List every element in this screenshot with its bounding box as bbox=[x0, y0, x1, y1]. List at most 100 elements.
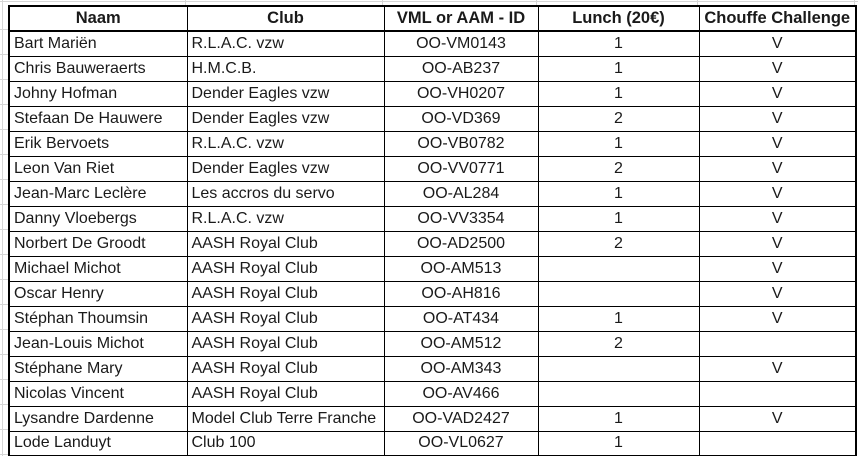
cell-id[interactable]: OO-AM343 bbox=[383, 355, 539, 382]
cell-chouffe[interactable]: V bbox=[698, 230, 857, 257]
cell-lunch[interactable]: 1 bbox=[537, 30, 700, 57]
cell-lunch[interactable]: 2 bbox=[537, 230, 700, 257]
cell-name[interactable]: Oscar Henry bbox=[8, 280, 188, 307]
cell-chouffe[interactable]: V bbox=[698, 255, 857, 282]
cell-id[interactable]: OO-VL0627 bbox=[383, 430, 539, 456]
gridline-stub-horizontal bbox=[0, 254, 8, 255]
gridline-stub-horizontal bbox=[0, 304, 8, 305]
cell-lunch[interactable]: 1 bbox=[537, 180, 700, 207]
cell-name[interactable]: Jean-Marc Leclère bbox=[8, 180, 188, 207]
gridline-stub-horizontal bbox=[0, 54, 8, 55]
cell-club[interactable]: AASH Royal Club bbox=[186, 230, 385, 257]
cell-lunch[interactable]: 2 bbox=[537, 155, 700, 182]
cell-lunch[interactable]: 1 bbox=[537, 55, 700, 82]
cell-id[interactable]: OO-VD369 bbox=[383, 105, 539, 132]
cell-club[interactable]: Les accros du servo bbox=[186, 180, 385, 207]
cell-id[interactable]: OO-VB0782 bbox=[383, 130, 539, 157]
cell-id[interactable]: OO-VV0771 bbox=[383, 155, 539, 182]
cell-id[interactable]: OO-AV466 bbox=[383, 380, 539, 407]
table-row: Jean-Louis Michot AASH Royal Club OO-AM512… bbox=[8, 330, 857, 357]
cell-lunch[interactable]: 1 bbox=[537, 430, 700, 456]
table-row: Lode Landuyt Club 100 OO-VL0627 1 bbox=[8, 430, 857, 456]
cell-name[interactable]: Nicolas Vincent bbox=[8, 380, 188, 407]
cell-lunch[interactable]: 1 bbox=[537, 305, 700, 332]
cell-id[interactable]: OO-VH0207 bbox=[383, 80, 539, 107]
cell-lunch[interactable]: 1 bbox=[537, 130, 700, 157]
cell-chouffe[interactable]: V bbox=[698, 105, 857, 132]
cell-chouffe[interactable]: V bbox=[698, 355, 857, 382]
table-row: Stéphan Thoumsin AASH Royal Club OO-AT434 1… bbox=[8, 305, 857, 332]
cell-chouffe[interactable]: V bbox=[698, 205, 857, 232]
cell-lunch[interactable] bbox=[537, 255, 700, 282]
cell-name[interactable]: Stéphan Thoumsin bbox=[8, 305, 188, 332]
cell-club[interactable]: Club 100 bbox=[186, 430, 385, 456]
cell-name[interactable]: Johny Hofman bbox=[8, 80, 188, 107]
column-header-naam[interactable]: Naam bbox=[8, 5, 188, 32]
cell-lunch[interactable]: 1 bbox=[537, 405, 700, 432]
column-header-lunch[interactable]: Lunch (20€) bbox=[537, 5, 700, 32]
cell-club[interactable]: AASH Royal Club bbox=[186, 280, 385, 307]
cell-id[interactable]: OO-VAD2427 bbox=[383, 405, 539, 432]
cell-club[interactable]: H.M.C.B. bbox=[186, 55, 385, 82]
gridline-stub-vertical bbox=[697, 0, 698, 5]
cell-chouffe[interactable] bbox=[698, 430, 857, 456]
cell-lunch[interactable]: 2 bbox=[537, 105, 700, 132]
cell-club[interactable]: Dender Eagles vzw bbox=[186, 105, 385, 132]
cell-chouffe[interactable]: V bbox=[698, 155, 857, 182]
cell-club[interactable]: R.L.A.C. vzw bbox=[186, 30, 385, 57]
cell-chouffe[interactable]: V bbox=[698, 55, 857, 82]
cell-name[interactable]: Stéphane Mary bbox=[8, 355, 188, 382]
cell-name[interactable]: Leon Van Riet bbox=[8, 155, 188, 182]
cell-chouffe[interactable]: V bbox=[698, 180, 857, 207]
cell-club[interactable]: AASH Royal Club bbox=[186, 330, 385, 357]
cell-chouffe[interactable] bbox=[698, 330, 857, 357]
cell-club[interactable]: Dender Eagles vzw bbox=[186, 155, 385, 182]
cell-chouffe[interactable]: V bbox=[698, 305, 857, 332]
column-header-vml-aam-id[interactable]: VML or AAM - ID bbox=[383, 5, 539, 32]
cell-name[interactable]: Chris Bauweraerts bbox=[8, 55, 188, 82]
cell-chouffe[interactable]: V bbox=[698, 80, 857, 107]
table-row: Erik Bervoets R.L.A.C. vzw OO-VB0782 1 V bbox=[8, 130, 857, 157]
cell-id[interactable]: OO-AB237 bbox=[383, 55, 539, 82]
cell-id[interactable]: OO-AM512 bbox=[383, 330, 539, 357]
cell-name[interactable]: Bart Mariën bbox=[8, 30, 188, 57]
cell-id[interactable]: OO-AD2500 bbox=[383, 230, 539, 257]
cell-id[interactable]: OO-VM0143 bbox=[383, 30, 539, 57]
cell-id[interactable]: OO-AL284 bbox=[383, 180, 539, 207]
column-header-chouffe-challenge[interactable]: Chouffe Challenge bbox=[698, 5, 857, 32]
cell-id[interactable]: OO-AH816 bbox=[383, 280, 539, 307]
cell-name[interactable]: Danny Vloebergs bbox=[8, 205, 188, 232]
cell-lunch[interactable]: 1 bbox=[537, 80, 700, 107]
cell-club[interactable]: Dender Eagles vzw bbox=[186, 80, 385, 107]
cell-name[interactable]: Stefaan De Hauwere bbox=[8, 105, 188, 132]
cell-club[interactable]: Model Club Terre Franche bbox=[186, 405, 385, 432]
cell-name[interactable]: Norbert De Groodt bbox=[8, 230, 188, 257]
cell-club[interactable]: AASH Royal Club bbox=[186, 380, 385, 407]
cell-club[interactable]: AASH Royal Club bbox=[186, 355, 385, 382]
cell-id[interactable]: OO-AT434 bbox=[383, 305, 539, 332]
cell-chouffe[interactable]: V bbox=[698, 30, 857, 57]
cell-chouffe[interactable]: V bbox=[698, 130, 857, 157]
cell-chouffe[interactable] bbox=[698, 380, 857, 407]
cell-lunch[interactable]: 2 bbox=[537, 330, 700, 357]
cell-lunch[interactable]: 1 bbox=[537, 205, 700, 232]
cell-name[interactable]: Michael Michot bbox=[8, 255, 188, 282]
cell-club[interactable]: R.L.A.C. vzw bbox=[186, 130, 385, 157]
cell-lunch[interactable] bbox=[537, 355, 700, 382]
cell-chouffe[interactable]: V bbox=[698, 405, 857, 432]
cell-club[interactable]: R.L.A.C. vzw bbox=[186, 205, 385, 232]
table-row: Chris Bauweraerts H.M.C.B. OO-AB237 1 V bbox=[8, 55, 857, 82]
cell-name[interactable]: Jean-Louis Michot bbox=[8, 330, 188, 357]
cell-id[interactable]: OO-AM513 bbox=[383, 255, 539, 282]
gridline-stub-horizontal bbox=[0, 454, 8, 455]
cell-lunch[interactable] bbox=[537, 280, 700, 307]
cell-name[interactable]: Lysandre Dardenne bbox=[8, 405, 188, 432]
cell-name[interactable]: Lode Landuyt bbox=[8, 430, 188, 456]
cell-id[interactable]: OO-VV3354 bbox=[383, 205, 539, 232]
cell-name[interactable]: Erik Bervoets bbox=[8, 130, 188, 157]
cell-club[interactable]: AASH Royal Club bbox=[186, 255, 385, 282]
cell-chouffe[interactable]: V bbox=[698, 280, 857, 307]
cell-club[interactable]: AASH Royal Club bbox=[186, 305, 385, 332]
cell-lunch[interactable] bbox=[537, 380, 700, 407]
column-header-club[interactable]: Club bbox=[186, 5, 385, 32]
